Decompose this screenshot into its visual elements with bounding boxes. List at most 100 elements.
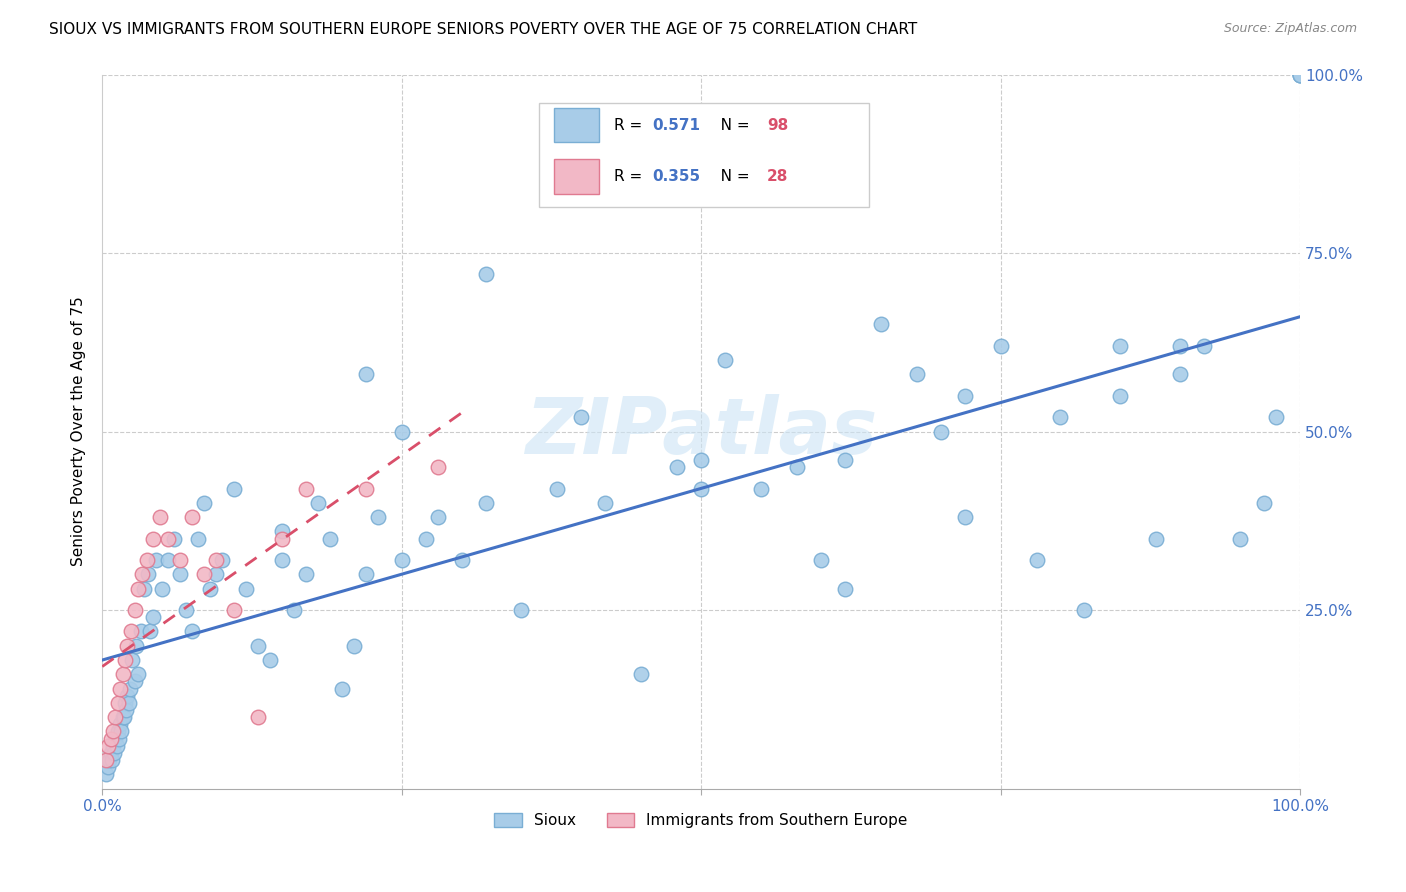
Point: [929, 425, 952, 439]
Point: [1229, 532, 1251, 546]
Point: [1253, 496, 1275, 510]
Point: [125, 639, 148, 653]
Point: [181, 510, 204, 524]
Point: [94, 753, 117, 767]
Point: [307, 496, 329, 510]
Point: [319, 532, 342, 546]
Point: [169, 567, 191, 582]
Point: [135, 553, 157, 567]
Text: 98: 98: [768, 118, 789, 133]
Point: [1049, 410, 1071, 425]
Point: [127, 582, 149, 596]
Point: [690, 453, 713, 467]
Point: [157, 553, 180, 567]
Point: [270, 553, 292, 567]
Point: [193, 496, 215, 510]
Point: [415, 532, 437, 546]
Point: [1073, 603, 1095, 617]
Point: [953, 510, 976, 524]
Point: [354, 567, 377, 582]
Point: [111, 667, 134, 681]
Point: [139, 624, 162, 639]
Point: [181, 624, 204, 639]
Point: [136, 567, 159, 582]
Point: [1192, 339, 1215, 353]
Point: [330, 681, 353, 696]
Point: [222, 482, 245, 496]
Point: [810, 553, 832, 567]
Point: [1109, 339, 1132, 353]
Point: [474, 268, 496, 282]
Point: [114, 696, 136, 710]
Point: [118, 681, 141, 696]
Point: [108, 731, 131, 746]
Point: [1289, 68, 1312, 82]
Point: [450, 553, 472, 567]
Point: [124, 674, 146, 689]
Point: [112, 710, 135, 724]
Text: N =: N =: [706, 118, 755, 133]
Point: [510, 603, 533, 617]
Text: ZIPatlas: ZIPatlas: [524, 393, 877, 469]
Point: [101, 724, 124, 739]
Point: [174, 603, 197, 617]
Point: [1025, 553, 1047, 567]
Point: [474, 496, 496, 510]
Point: [259, 653, 281, 667]
Point: [120, 624, 142, 639]
Point: [114, 653, 136, 667]
Point: [101, 739, 124, 753]
Point: [163, 532, 186, 546]
Point: [953, 389, 976, 403]
Point: [1289, 68, 1312, 82]
Point: [169, 553, 191, 567]
Bar: [554, 108, 599, 143]
Point: [714, 353, 737, 368]
Text: N =: N =: [706, 169, 755, 184]
Point: [990, 339, 1012, 353]
Point: [222, 603, 245, 617]
Point: [97, 739, 120, 753]
Point: [149, 510, 172, 524]
Point: [1109, 389, 1132, 403]
Point: [145, 553, 167, 567]
Point: [187, 532, 209, 546]
Point: [205, 553, 228, 567]
Point: [107, 724, 129, 739]
Point: [354, 482, 377, 496]
Point: [211, 553, 233, 567]
Text: Source: ZipAtlas.com: Source: ZipAtlas.com: [1223, 22, 1357, 36]
Point: [108, 681, 131, 696]
Point: [94, 767, 117, 781]
Point: [270, 532, 292, 546]
Point: [1289, 68, 1312, 82]
Point: [193, 567, 215, 582]
Point: [786, 460, 808, 475]
Point: [127, 667, 149, 681]
Point: [115, 703, 138, 717]
Point: [104, 710, 127, 724]
Point: [391, 553, 413, 567]
Point: [107, 696, 129, 710]
Point: [141, 532, 163, 546]
Point: [295, 567, 318, 582]
Point: [246, 710, 269, 724]
Point: [235, 582, 257, 596]
Point: [367, 510, 389, 524]
Point: [117, 689, 139, 703]
Point: [595, 496, 617, 510]
Point: [869, 318, 891, 332]
Point: [569, 410, 592, 425]
Point: [354, 368, 377, 382]
Point: [141, 610, 163, 624]
Y-axis label: Seniors Poverty Over the Age of 75: Seniors Poverty Over the Age of 75: [72, 297, 86, 566]
Point: [905, 368, 928, 382]
Bar: [554, 160, 599, 194]
Point: [295, 482, 318, 496]
Point: [205, 567, 228, 582]
Legend: Sioux, Immigrants from Southern Europe: Sioux, Immigrants from Southern Europe: [488, 807, 914, 834]
Text: 0.355: 0.355: [652, 169, 700, 184]
Point: [283, 603, 305, 617]
Point: [121, 653, 143, 667]
Point: [1265, 410, 1288, 425]
